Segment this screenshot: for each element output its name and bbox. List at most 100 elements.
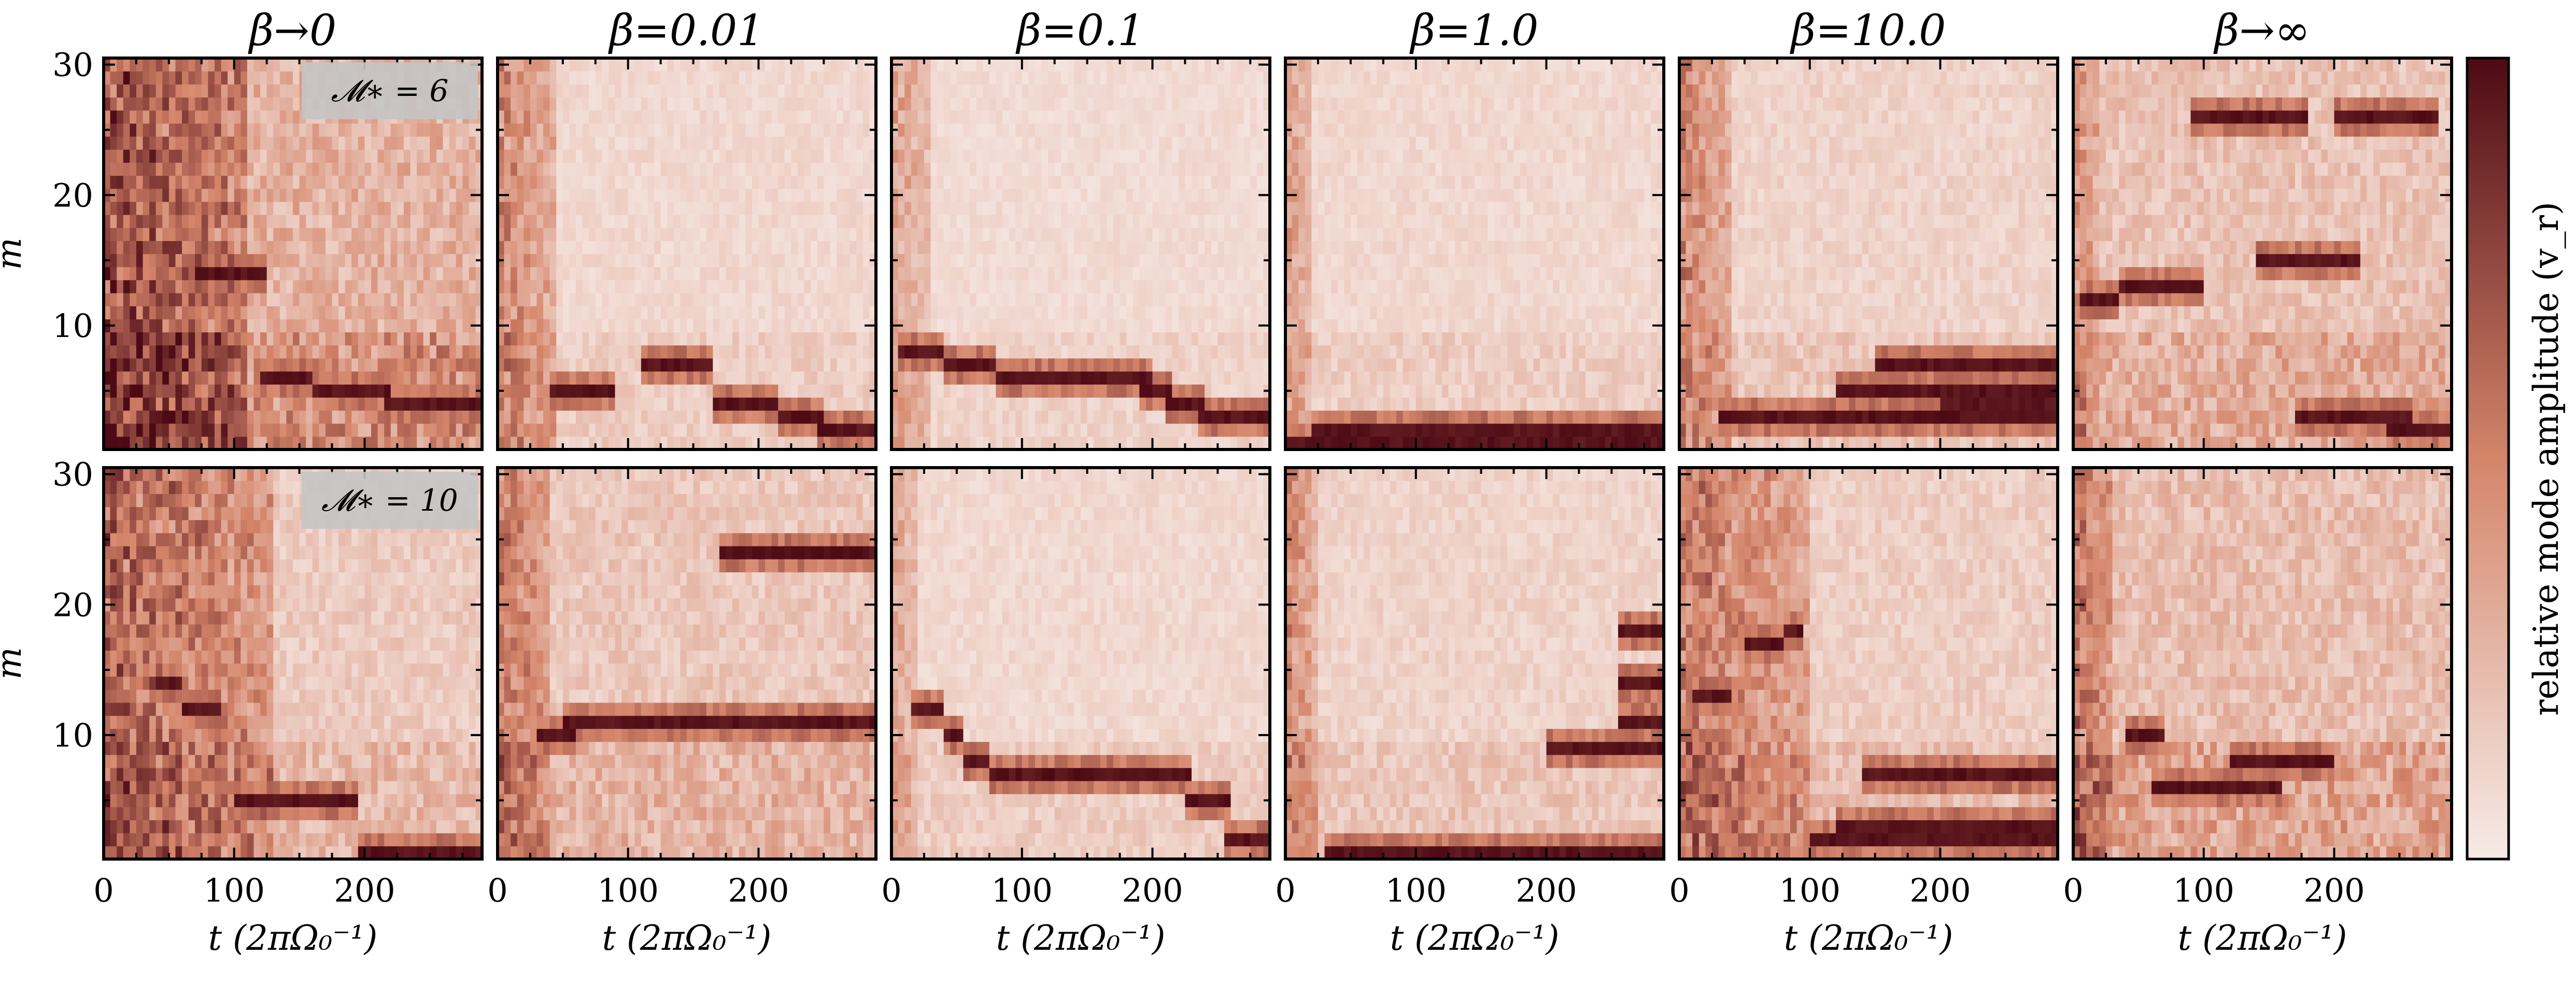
heatmap-cell <box>136 411 143 424</box>
heatmap-cell <box>1166 110 1172 124</box>
heatmap-cell <box>1055 280 1061 293</box>
heatmap-cell <box>1055 384 1061 398</box>
heatmap-cell <box>313 123 319 137</box>
heatmap-cell <box>661 215 668 228</box>
heatmap-cell <box>1198 319 1205 332</box>
heatmap-cell <box>143 58 150 72</box>
heatmap-cell <box>904 345 911 359</box>
heatmap-cell <box>772 189 779 202</box>
heatmap-cell <box>713 332 719 346</box>
heatmap-cell <box>713 71 719 85</box>
heatmap-cell <box>325 319 332 332</box>
heatmap-cell <box>247 189 254 202</box>
heatmap-cell <box>273 176 280 189</box>
heatmap-cell <box>404 306 411 319</box>
heatmap-cell <box>739 189 746 202</box>
heatmap-cell <box>175 411 182 424</box>
heatmap-cell <box>904 241 911 254</box>
heatmap-cell <box>530 123 537 137</box>
heatmap-cell <box>1081 189 1087 202</box>
heatmap-cell <box>1185 71 1192 85</box>
heatmap-cell <box>1074 136 1081 150</box>
heatmap-cell <box>1041 202 1048 215</box>
heatmap-cell <box>628 110 635 124</box>
heatmap-cell <box>504 437 511 450</box>
heatmap-cell <box>300 397 306 411</box>
heatmap-cell <box>234 411 241 424</box>
heatmap-cell <box>325 358 332 372</box>
heatmap-cell <box>449 437 456 450</box>
heatmap-cell <box>523 332 530 346</box>
heatmap-cell <box>228 215 234 228</box>
heatmap-cell <box>404 202 411 215</box>
heatmap-cell <box>976 371 983 385</box>
heatmap-cell <box>765 71 772 85</box>
heatmap-cell <box>1061 176 1068 189</box>
heatmap-cell <box>143 215 150 228</box>
heatmap-cell <box>569 384 576 398</box>
heatmap-cell <box>989 241 996 254</box>
heatmap-cell <box>110 84 117 97</box>
heatmap-cell <box>970 437 976 450</box>
heatmap-cell <box>338 215 345 228</box>
heatmap-cell <box>136 162 143 176</box>
heatmap-cell <box>1048 293 1055 306</box>
heatmap-cell <box>937 384 944 398</box>
heatmap-cell <box>156 162 163 176</box>
heatmap-cell <box>700 84 706 97</box>
heatmap-cell <box>863 136 870 150</box>
heatmap-cell <box>430 397 436 411</box>
heatmap-cell <box>583 136 589 150</box>
heatmap-cell <box>647 136 654 150</box>
heatmap-cell <box>924 254 931 268</box>
heatmap-cell <box>843 424 850 437</box>
heatmap-cell <box>345 437 352 450</box>
heatmap-cell <box>911 136 918 150</box>
heatmap-cell <box>970 162 976 176</box>
heatmap-cell <box>824 215 830 228</box>
heatmap-cell <box>745 189 752 202</box>
heatmap-cell <box>123 58 130 72</box>
heatmap-cell <box>589 162 596 176</box>
heatmap-cell <box>462 306 469 319</box>
heatmap-cell <box>189 162 195 176</box>
heatmap-cell <box>589 306 596 319</box>
heatmap-cell <box>830 241 837 254</box>
heatmap-cell <box>511 397 517 411</box>
heatmap-cell <box>1192 437 1198 450</box>
heatmap-cell <box>280 136 287 150</box>
heatmap-cell <box>1192 58 1198 72</box>
heatmap-cell <box>175 136 182 150</box>
heatmap-cell <box>162 176 169 189</box>
heatmap-cell <box>469 149 476 163</box>
heatmap-cell <box>143 176 150 189</box>
heatmap-cell <box>1179 149 1185 163</box>
heatmap-cell <box>563 110 570 124</box>
heatmap-cell <box>469 397 476 411</box>
heatmap-cell <box>293 345 300 359</box>
heatmap-cell <box>417 254 423 268</box>
heatmap-cell <box>924 345 931 359</box>
heatmap-cell <box>523 345 530 359</box>
heatmap-cell <box>1015 293 1022 306</box>
heatmap-cell <box>811 202 817 215</box>
heatmap-cell <box>898 202 905 215</box>
heatmap-cell <box>1166 241 1172 254</box>
heatmap-cell <box>944 280 951 293</box>
heatmap-cell <box>589 123 596 137</box>
heatmap-cell <box>189 58 195 72</box>
heatmap-cell <box>687 136 693 150</box>
heatmap-cell <box>917 358 924 372</box>
heatmap-cell <box>149 97 156 111</box>
heatmap-cell <box>830 411 837 424</box>
heatmap-cell <box>911 424 918 437</box>
heatmap-cell <box>130 84 136 97</box>
heatmap-cell <box>576 358 583 372</box>
heatmap-cell <box>830 371 837 385</box>
heatmap-cell <box>1126 58 1133 72</box>
heatmap-cell <box>1146 267 1153 280</box>
heatmap-cell <box>149 411 156 424</box>
heatmap-cell <box>456 149 463 163</box>
heatmap-cell <box>917 228 924 241</box>
heatmap-cell <box>1152 280 1159 293</box>
